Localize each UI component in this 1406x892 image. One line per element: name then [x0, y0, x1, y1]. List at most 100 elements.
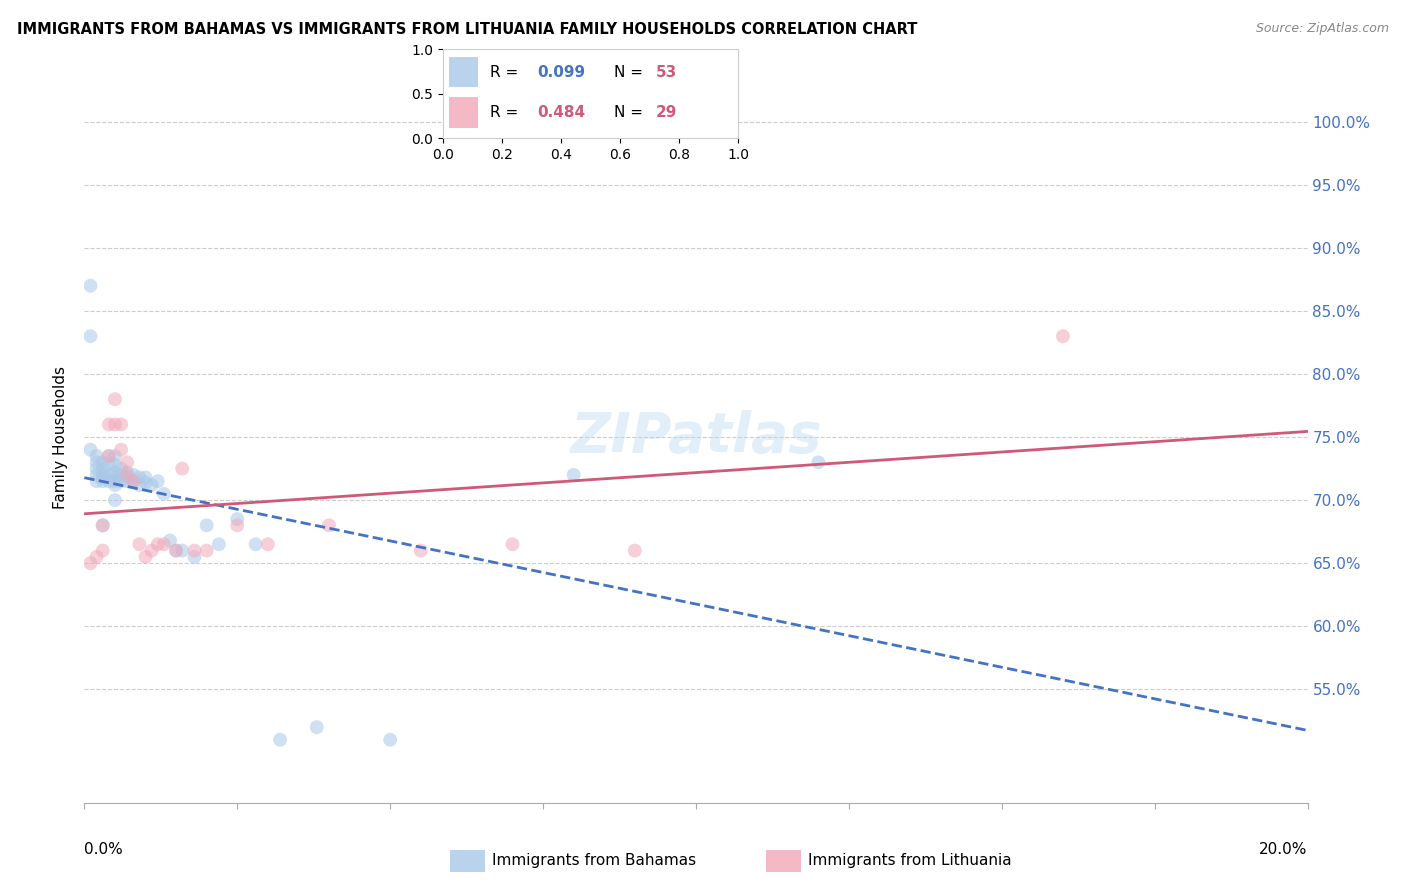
- Point: [409, 543, 432, 558]
- FancyBboxPatch shape: [450, 850, 485, 871]
- Point: [91, 474, 114, 488]
- Point: [110, 467, 132, 482]
- Point: [141, 478, 163, 492]
- Text: Immigrants from Lithuania: Immigrants from Lithuania: [808, 853, 1012, 868]
- Point: [122, 467, 145, 482]
- Point: [104, 417, 127, 432]
- Point: [86, 449, 108, 463]
- Point: [86, 461, 108, 475]
- Point: [97, 458, 120, 472]
- FancyBboxPatch shape: [766, 850, 801, 871]
- Point: [104, 466, 127, 480]
- Point: [86, 474, 108, 488]
- Point: [172, 461, 194, 475]
- Point: [91, 543, 114, 558]
- Point: [165, 543, 187, 558]
- Point: [122, 474, 145, 488]
- Point: [79, 329, 101, 343]
- Point: [79, 442, 101, 457]
- Point: [97, 417, 120, 432]
- Point: [97, 467, 120, 482]
- Point: [183, 543, 205, 558]
- Point: [146, 537, 169, 551]
- Point: [562, 467, 585, 482]
- Point: [104, 470, 127, 484]
- Point: [195, 518, 218, 533]
- Point: [91, 518, 114, 533]
- Point: [115, 466, 138, 480]
- Text: 0.0%: 0.0%: [84, 842, 124, 856]
- Point: [172, 543, 194, 558]
- Point: [153, 537, 176, 551]
- Point: [91, 455, 114, 469]
- Point: [115, 467, 138, 482]
- Point: [128, 470, 150, 484]
- Point: [86, 467, 108, 482]
- Point: [135, 475, 157, 490]
- Point: [115, 470, 138, 484]
- Text: Immigrants from Bahamas: Immigrants from Bahamas: [492, 853, 696, 868]
- FancyBboxPatch shape: [449, 97, 478, 128]
- Text: N =: N =: [614, 65, 648, 79]
- Point: [110, 442, 132, 457]
- Point: [153, 487, 176, 501]
- Point: [115, 474, 138, 488]
- Point: [97, 449, 120, 463]
- Point: [97, 449, 120, 463]
- Point: [104, 449, 127, 463]
- Point: [128, 478, 150, 492]
- Point: [91, 518, 114, 533]
- Point: [141, 543, 163, 558]
- Point: [208, 537, 231, 551]
- Point: [195, 543, 218, 558]
- Point: [104, 392, 127, 407]
- Point: [110, 461, 132, 475]
- Point: [146, 474, 169, 488]
- Point: [110, 417, 132, 432]
- Text: 20.0%: 20.0%: [1260, 842, 1308, 856]
- Point: [104, 478, 127, 492]
- Point: [104, 493, 127, 508]
- Point: [104, 474, 127, 488]
- Point: [807, 455, 830, 469]
- Point: [86, 455, 108, 469]
- Point: [226, 518, 249, 533]
- Point: [135, 549, 157, 564]
- Text: IMMIGRANTS FROM BAHAMAS VS IMMIGRANTS FROM LITHUANIA FAMILY HOUSEHOLDS CORRELATI: IMMIGRANTS FROM BAHAMAS VS IMMIGRANTS FR…: [17, 22, 917, 37]
- Point: [159, 533, 181, 548]
- Point: [165, 543, 187, 558]
- Point: [380, 732, 402, 747]
- Point: [91, 461, 114, 475]
- Point: [97, 474, 120, 488]
- Y-axis label: Family Households: Family Households: [53, 366, 69, 508]
- Point: [183, 549, 205, 564]
- Point: [624, 543, 647, 558]
- Point: [269, 732, 291, 747]
- Text: 53: 53: [655, 65, 676, 79]
- Point: [502, 537, 524, 551]
- Text: R =: R =: [491, 105, 523, 120]
- FancyBboxPatch shape: [449, 57, 478, 87]
- Point: [104, 458, 127, 472]
- Point: [305, 720, 328, 734]
- Text: R =: R =: [491, 65, 523, 79]
- Point: [110, 474, 132, 488]
- Point: [245, 537, 267, 551]
- Text: ZIPatlas: ZIPatlas: [571, 410, 821, 464]
- Text: 29: 29: [655, 105, 676, 120]
- Point: [86, 549, 108, 564]
- Point: [1052, 329, 1074, 343]
- Point: [122, 474, 145, 488]
- Text: 0.099: 0.099: [537, 65, 585, 79]
- Point: [79, 556, 101, 570]
- Point: [226, 512, 249, 526]
- Point: [79, 278, 101, 293]
- Point: [135, 470, 157, 484]
- Point: [115, 455, 138, 469]
- Point: [318, 518, 340, 533]
- Text: N =: N =: [614, 105, 648, 120]
- Text: Source: ZipAtlas.com: Source: ZipAtlas.com: [1256, 22, 1389, 36]
- Point: [128, 537, 150, 551]
- Text: 0.484: 0.484: [537, 105, 585, 120]
- Point: [257, 537, 280, 551]
